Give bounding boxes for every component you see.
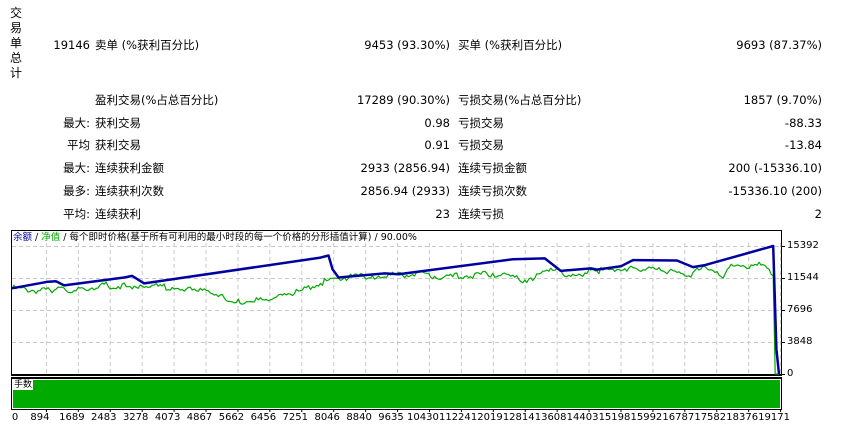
loss-trades-value: 1857 (9.70%) <box>743 93 822 107</box>
stats-right-label: 连续亏损次数 <box>458 184 527 198</box>
section-label-char: 交 <box>9 6 22 20</box>
y-tick-label: 7696 <box>787 304 813 315</box>
stats-right-value: 200 (-15336.10) <box>728 161 822 175</box>
stats-right-value: -88.33 <box>784 116 822 130</box>
x-tick-label: 9635 <box>378 412 404 423</box>
x-tick-label: 16787 <box>662 412 695 423</box>
x-tick-label: 11224 <box>438 412 471 423</box>
stats-left-label: 连续获利金额 <box>95 161 164 175</box>
x-tick-label: 6456 <box>250 412 277 423</box>
stats-left-value: 2933 (2856.94) <box>360 161 450 175</box>
stats-left-value: 0.98 <box>424 116 450 130</box>
x-tick-label: 8046 <box>314 412 340 423</box>
legend-separator: / <box>371 232 381 243</box>
x-tick-label: 8840 <box>346 412 372 423</box>
balance-line <box>11 244 781 375</box>
x-tick-label: 1689 <box>59 412 85 423</box>
stats-left-value: 0.91 <box>424 138 450 152</box>
x-tick-label: 2483 <box>91 412 117 423</box>
x-tick-label: 12814 <box>502 412 535 423</box>
stats-prefix: 平均: <box>63 207 90 221</box>
stats-left-label: 连续获利 <box>95 207 141 221</box>
profit-trades-label: 盈利交易(%占总百分比) <box>95 93 219 107</box>
x-tick-label: 4073 <box>154 412 181 423</box>
equity-line <box>11 261 779 375</box>
total-trades-value: 19146 <box>53 38 90 52</box>
volume-label: 手数 <box>13 380 34 390</box>
x-tick-label: 17582 <box>694 412 727 423</box>
x-tick-label: 14403 <box>566 412 599 423</box>
volume-pane: 手数 <box>11 377 782 410</box>
stats-right-label: 亏损交易 <box>458 138 504 152</box>
volume-bar <box>13 380 780 408</box>
stats-prefix: 最大: <box>63 161 90 175</box>
stats-right-value: -15336.10 (200) <box>728 184 822 198</box>
x-tick-label: 15992 <box>630 412 663 423</box>
stats-right-value: -13.84 <box>784 138 822 152</box>
y-tick-label: 11544 <box>787 272 819 283</box>
section-label-trade-totals: 交 易 单 总 计 <box>9 6 23 81</box>
x-tick-label: 4867 <box>186 412 213 423</box>
y-tick-label: 0 <box>787 368 794 379</box>
profit-trades-value: 17289 (90.30%) <box>356 93 450 107</box>
x-tick-label: 3278 <box>122 412 149 423</box>
x-tick-label: 18376 <box>726 412 759 423</box>
stats-right-label: 连续亏损 <box>458 207 504 221</box>
section-label-char: 总 <box>9 51 22 65</box>
stats-left-value: 23 <box>435 207 450 221</box>
x-tick-label: 19171 <box>758 412 790 423</box>
x-tick-label: 7251 <box>282 412 308 423</box>
stats-prefix: 平均 <box>67 138 90 152</box>
stats-left-value: 2856.94 (2933) <box>360 184 450 198</box>
stats-left-label: 获利交易 <box>95 138 141 152</box>
x-tick-label: 13608 <box>534 412 567 423</box>
legend-balance: 余额 <box>13 232 33 243</box>
short-positions-value: 9453 (93.30%) <box>364 38 450 52</box>
chart-legend: 余额 / 净值 / 每个即时价格(基于所有可利用的最小时段的每一个价格的分形插值… <box>13 232 417 243</box>
x-tick-label: 12019 <box>470 412 503 423</box>
legend-model: 每个即时价格(基于所有可利用的最小时段的每一个价格的分形插值计算) <box>69 232 372 243</box>
short-positions-label: 卖单 (%获利百分比) <box>95 38 200 52</box>
x-tick-label: 894 <box>30 412 50 423</box>
y-tick-label: 3848 <box>787 336 813 347</box>
section-label-char: 易 <box>9 21 22 35</box>
stats-right-label: 亏损交易 <box>458 116 504 130</box>
stats-left-label: 获利交易 <box>95 116 141 130</box>
loss-trades-label: 亏损交易(%占总百分比) <box>458 93 582 107</box>
long-positions-value: 9693 (87.37%) <box>736 38 822 52</box>
x-tick-label: 15198 <box>598 412 631 423</box>
legend-quality: 90.00% <box>380 232 417 243</box>
stats-left-label: 连续获利次数 <box>95 184 164 198</box>
section-label-char: 单 <box>9 36 22 50</box>
x-tick-label: 0 <box>11 412 19 423</box>
stats-prefix: 最大: <box>63 116 90 130</box>
legend-separator: / <box>60 232 70 243</box>
stats-right-label: 连续亏损金额 <box>458 161 527 175</box>
legend-separator: / <box>32 232 42 243</box>
x-tick-label: 5662 <box>218 412 245 423</box>
section-label-char: 计 <box>9 66 22 80</box>
x-tick-label: 10430 <box>407 412 439 423</box>
y-tick-label: 15392 <box>787 240 819 251</box>
stats-right-value: 2 <box>814 207 822 221</box>
balance-equity-chart <box>11 230 782 376</box>
legend-equity: 净值 <box>41 232 61 243</box>
stats-prefix: 最多: <box>63 184 90 198</box>
long-positions-label: 买单 (%获利百分比) <box>458 38 563 52</box>
